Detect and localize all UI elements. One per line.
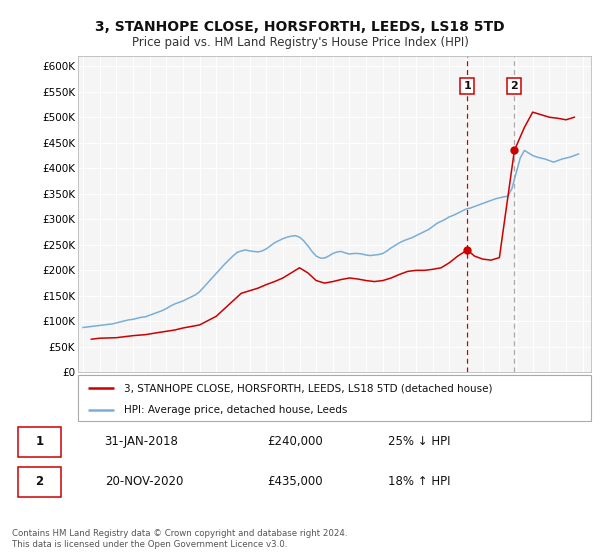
Text: 3, STANHOPE CLOSE, HORSFORTH, LEEDS, LS18 5TD: 3, STANHOPE CLOSE, HORSFORTH, LEEDS, LS1… <box>95 20 505 34</box>
Text: 2: 2 <box>35 475 44 488</box>
FancyBboxPatch shape <box>78 375 591 421</box>
Text: 18% ↑ HPI: 18% ↑ HPI <box>388 475 451 488</box>
Text: £435,000: £435,000 <box>267 475 322 488</box>
Text: 20-NOV-2020: 20-NOV-2020 <box>104 475 183 488</box>
Text: 31-JAN-2018: 31-JAN-2018 <box>104 435 179 449</box>
Text: 1: 1 <box>464 81 471 91</box>
Text: £240,000: £240,000 <box>267 435 323 449</box>
Text: HPI: Average price, detached house, Leeds: HPI: Average price, detached house, Leed… <box>124 405 347 414</box>
Text: Price paid vs. HM Land Registry's House Price Index (HPI): Price paid vs. HM Land Registry's House … <box>131 36 469 49</box>
Text: Contains HM Land Registry data © Crown copyright and database right 2024.
This d: Contains HM Land Registry data © Crown c… <box>12 529 347 549</box>
Text: 3, STANHOPE CLOSE, HORSFORTH, LEEDS, LS18 5TD (detached house): 3, STANHOPE CLOSE, HORSFORTH, LEEDS, LS1… <box>124 383 493 393</box>
Text: 1: 1 <box>35 435 44 449</box>
FancyBboxPatch shape <box>18 466 61 497</box>
FancyBboxPatch shape <box>18 427 61 457</box>
Text: 2: 2 <box>511 81 518 91</box>
Text: 25% ↓ HPI: 25% ↓ HPI <box>388 435 451 449</box>
